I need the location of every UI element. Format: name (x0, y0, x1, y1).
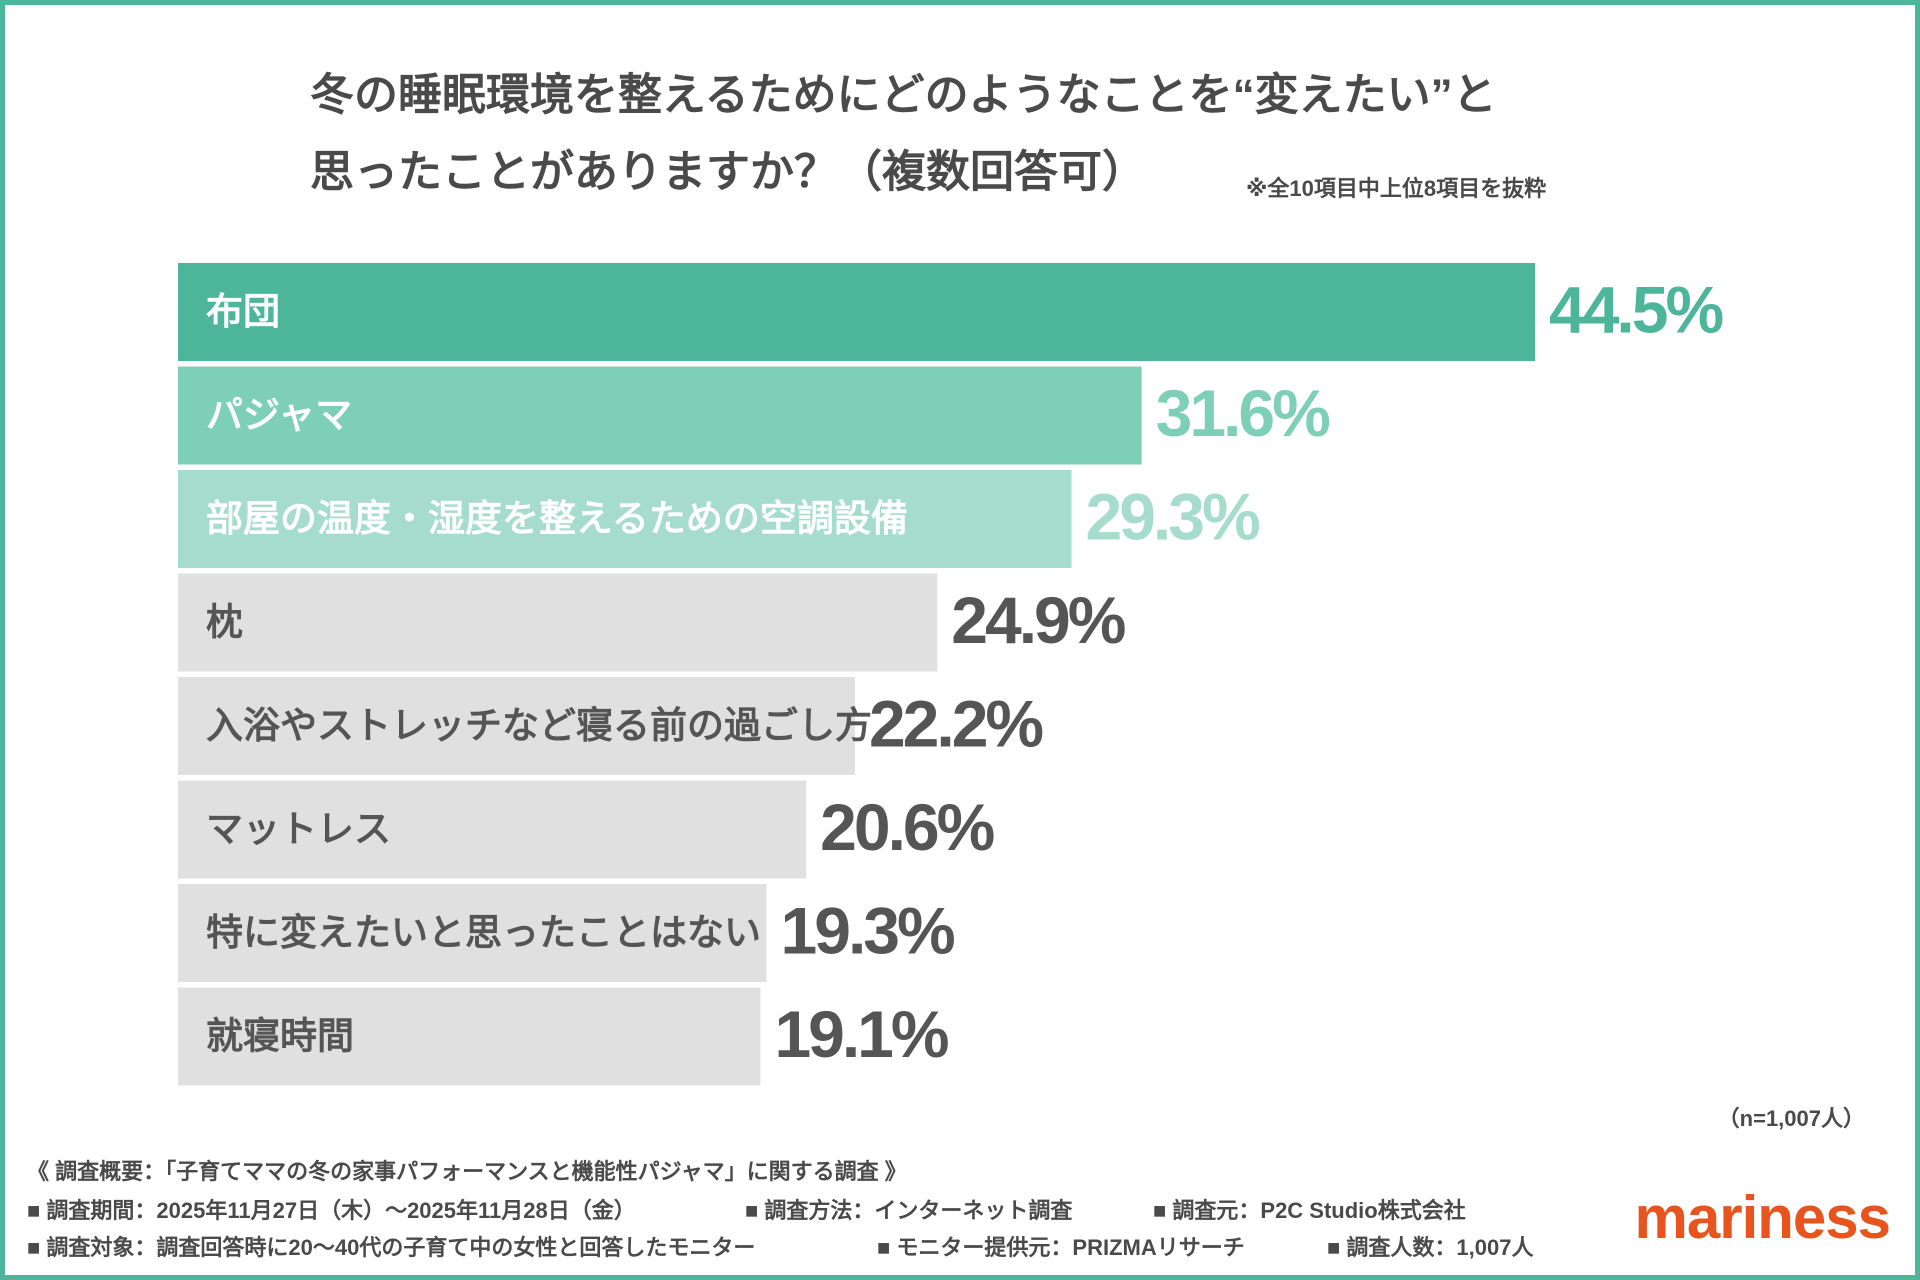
bar (178, 987, 761, 1086)
category-label: 特に変えたいと思ったことはない (206, 911, 761, 953)
value-label: 24.9% (951, 583, 1124, 657)
category-label: 就寝時間 (206, 1014, 354, 1056)
footer-item: ■ 調査元：P2C Studio株式会社 (1153, 1198, 1466, 1223)
chart-subtitle: ※全10項目中上位8項目を抜粋 (1246, 176, 1546, 201)
value-label: 22.2% (869, 686, 1042, 760)
sample-note: （n=1,007人） (1718, 1106, 1865, 1131)
bar (178, 366, 1142, 465)
footer-item: ■ 調査期間：2025年11月27日（木）～2025年11月28日（金） (27, 1198, 636, 1223)
footer-heading: 《 調査概要：「子育てママの冬の家事パフォーマンスと機能性パジャマ」に関する調査… (27, 1159, 907, 1184)
value-label: 19.3% (781, 893, 954, 967)
category-label: パジャマ (206, 394, 352, 435)
chart-title: 思ったことがありますか？（複数回答可） (310, 148, 1146, 197)
value-label: 19.1% (774, 997, 947, 1071)
value-label: 44.5% (1549, 272, 1722, 346)
category-label: 部屋の温度・湿度を整えるための空調設備 (206, 498, 908, 539)
bar (178, 780, 807, 879)
bar (178, 573, 938, 672)
value-label: 31.6% (1156, 376, 1329, 450)
logo: mariness (1635, 1184, 1891, 1251)
bar (178, 884, 767, 982)
footer-item: ■ モニター提供元：PRIZMAリサーチ (877, 1235, 1245, 1260)
footer-item: ■ 調査方法：インターネット調査 (745, 1198, 1073, 1223)
value-label: 20.6% (820, 790, 993, 864)
footer-item: ■ 調査人数：1,007人 (1327, 1235, 1533, 1260)
value-label: 29.3% (1085, 479, 1258, 553)
chart-title: 冬の睡眠環境を整えるためにどのようなことを“変えたい”と (310, 70, 1497, 120)
bar (178, 263, 1535, 361)
bar (178, 470, 1072, 568)
category-label: 入浴やストレッチなど寝る前の過ごし方 (206, 704, 872, 746)
category-label: 枕 (206, 601, 243, 642)
footer-item: ■ 調査対象：調査回答時に20～40代の子育て中の女性と回答したモニター (27, 1235, 755, 1260)
category-label: マットレス (206, 808, 391, 849)
category-label: 布団 (206, 291, 280, 332)
bar (178, 677, 855, 775)
